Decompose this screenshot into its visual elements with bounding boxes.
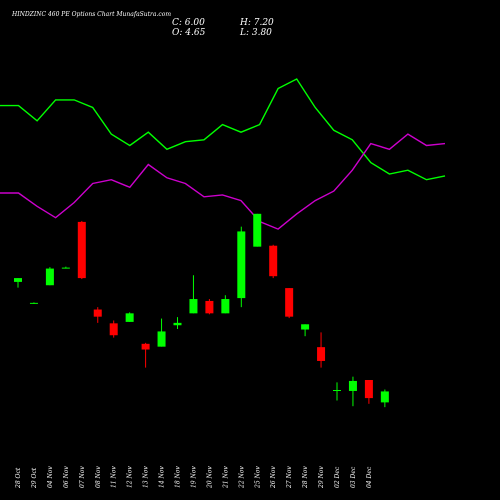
candle-body (109, 323, 118, 336)
candle (109, 320, 118, 338)
x-tick-label: 29 Oct (31, 467, 38, 489)
candle-body (348, 380, 357, 391)
candle-body (333, 390, 341, 391)
high-value: H: 7.20 (240, 18, 274, 28)
x-tick-label: 03 Dec (350, 466, 357, 488)
x-tick-label: 11 Nov (111, 466, 118, 488)
candle-body (205, 300, 214, 314)
candle-body (14, 278, 22, 282)
open-value: O: 4.65 (172, 28, 206, 38)
x-tick-label: 13 Nov (143, 466, 150, 488)
candle (301, 324, 310, 337)
chart-title: HINDZINC 460 PE Options Chart MunafaSutr… (12, 11, 172, 18)
x-tick-label: 12 Nov (127, 466, 134, 488)
candle-body (237, 231, 246, 299)
x-tick-label: 06 Nov (63, 466, 70, 488)
candle (364, 380, 373, 404)
candle (285, 288, 294, 319)
candle (29, 302, 38, 304)
candle-body (221, 299, 230, 314)
x-tick-label: 08 Nov (95, 466, 102, 488)
candle-body (173, 322, 182, 326)
candle-body (61, 267, 70, 269)
candle-body (269, 245, 278, 277)
candle (237, 226, 246, 308)
x-tick-label: 04 Nov (47, 466, 54, 488)
candle (205, 299, 214, 315)
x-tick-label: 14 Nov (159, 466, 166, 488)
x-tick-label: 27 Nov (286, 466, 293, 489)
indicator-lines (0, 78, 446, 230)
x-tick-label: 07 Nov (79, 466, 86, 488)
x-tick-label: 02 Dec (334, 466, 341, 488)
x-tick-label: 20 Nov (206, 466, 213, 489)
x-tick-label: 25 Nov (254, 466, 261, 489)
indicator-line-1 (0, 78, 446, 181)
candle (173, 317, 182, 330)
candle (61, 266, 70, 269)
candle-body (285, 288, 294, 317)
candle (253, 213, 262, 247)
x-tick-label: 26 Nov (270, 466, 277, 489)
candle (77, 220, 86, 280)
x-tick-label: 21 Nov (222, 466, 229, 489)
close-value: C: 6.00 (172, 18, 205, 28)
candle-body (157, 331, 166, 347)
candle (125, 312, 134, 322)
candle (380, 389, 389, 408)
candle-body (380, 391, 389, 403)
x-tick-label: 28 Oct (15, 467, 22, 489)
candle-body (253, 213, 262, 247)
candle (269, 244, 278, 279)
candle-body (189, 299, 198, 314)
x-tick-label: 19 Nov (190, 466, 197, 488)
x-tick-label: 28 Nov (302, 466, 309, 489)
candle-body (141, 343, 150, 350)
x-tick-label: 22 Nov (238, 466, 245, 489)
candle (14, 278, 22, 288)
x-axis: 28 Oct 29 Oct 04 Nov 06 Nov 07 Nov 08 Nov 11 N… (15, 466, 373, 489)
candle (221, 295, 230, 314)
candle (45, 267, 54, 286)
candle (189, 275, 198, 314)
candle-body (93, 309, 102, 317)
candle-body (77, 221, 86, 279)
candle (93, 307, 102, 323)
candle-body (364, 380, 373, 399)
candle-body (29, 302, 38, 304)
candle-body (45, 268, 54, 286)
candle (348, 376, 357, 407)
candles (14, 213, 389, 408)
candle (333, 382, 341, 401)
candle (157, 318, 166, 347)
candle-body (125, 313, 134, 322)
candle (141, 342, 150, 368)
x-tick-label: 04 Dec (366, 466, 373, 488)
indicator-line-2 (0, 133, 446, 230)
x-tick-label: 29 Nov (318, 466, 325, 489)
candle (317, 332, 326, 368)
x-tick-label: 18 Nov (175, 466, 182, 488)
candle-body (301, 324, 310, 330)
candle-body (317, 347, 326, 361)
low-value: L: 3.80 (240, 28, 272, 38)
